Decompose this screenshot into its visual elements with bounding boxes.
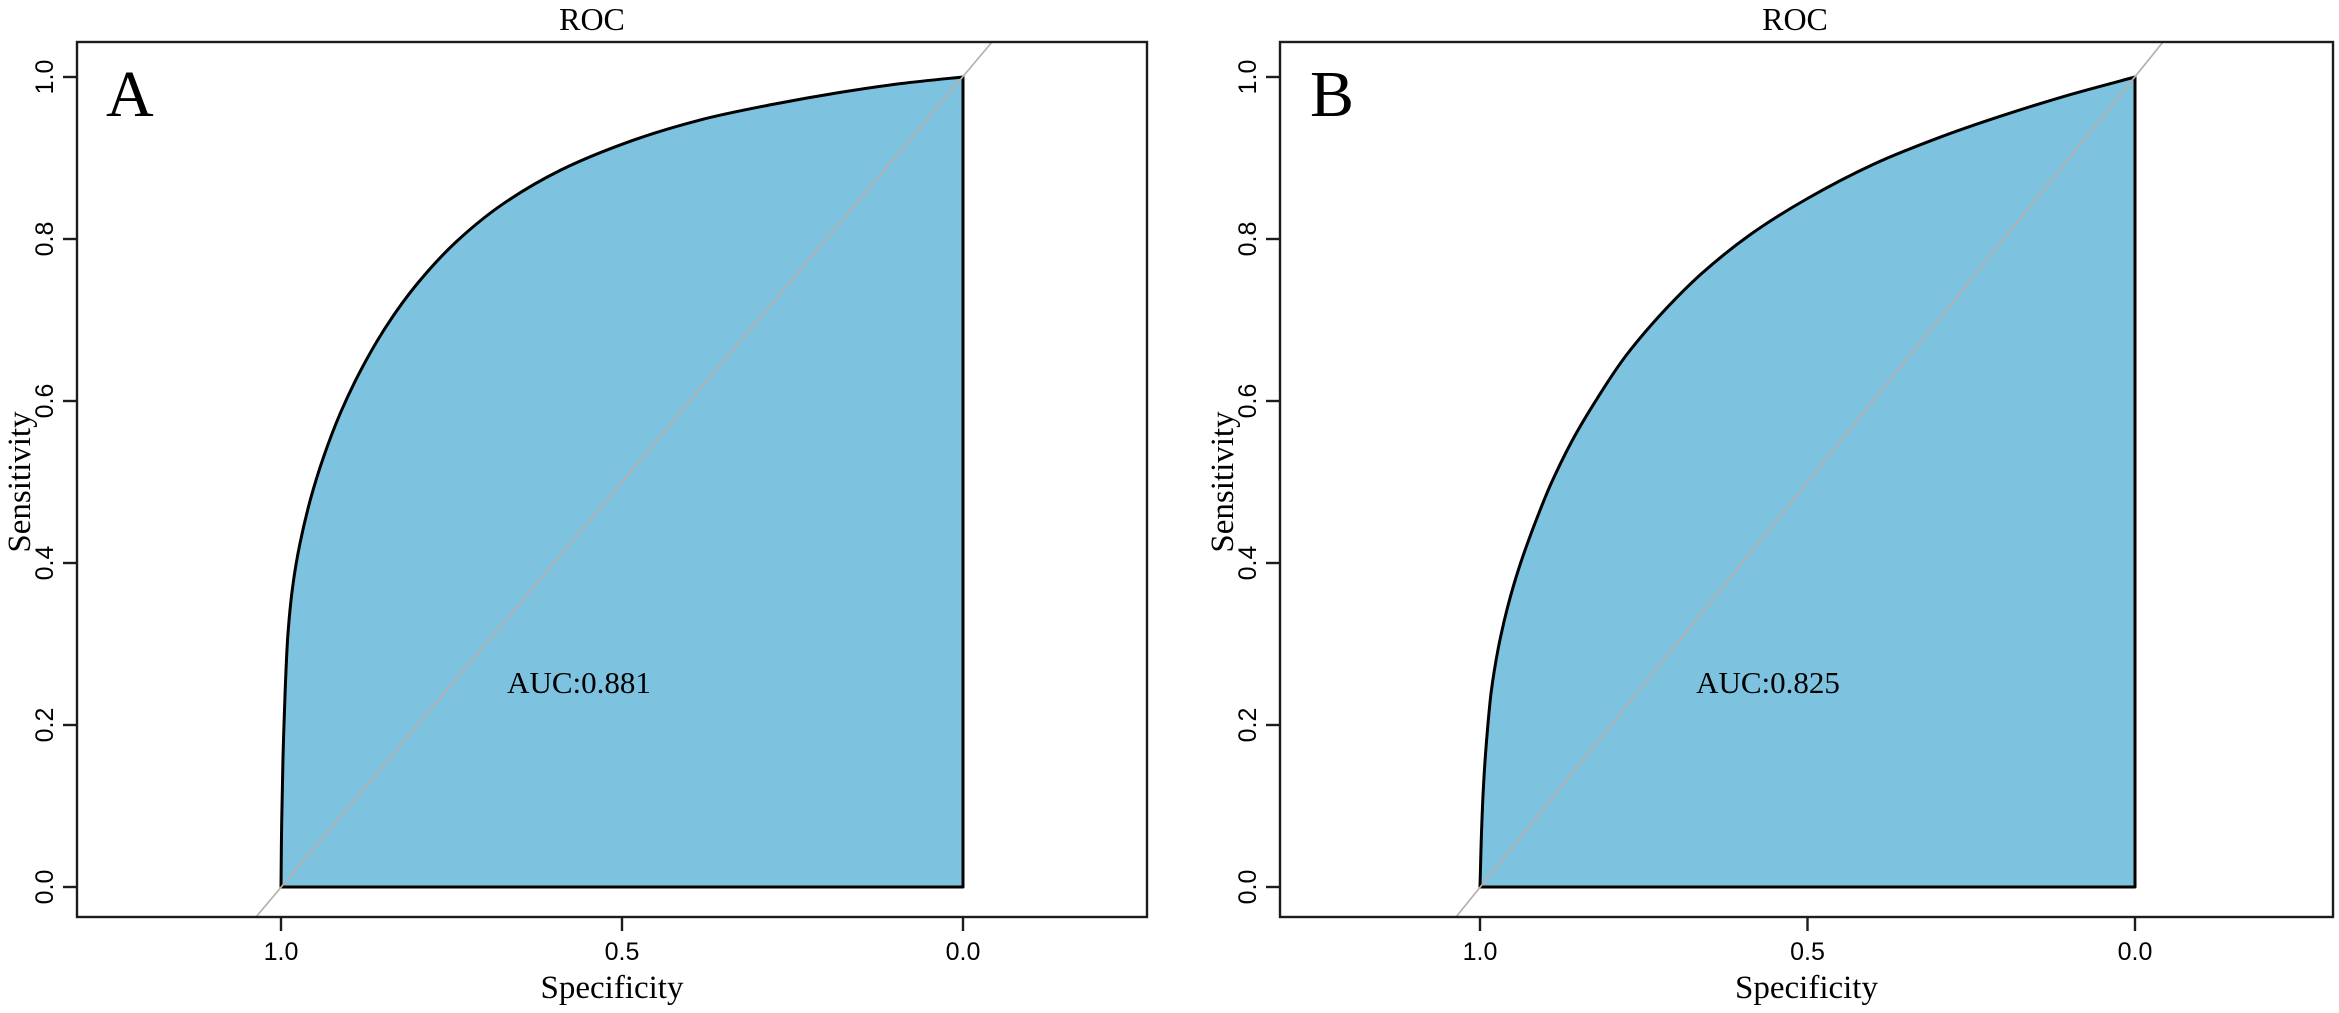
panel-b-auc-label: AUC:0.825 bbox=[1696, 665, 1840, 700]
panel-b-y-tick-label-1: 0.2 bbox=[1234, 708, 1262, 743]
panel-b: 0.0 0.2 0.4 0.6 0.8 1.0 1.0 0.5 0.0 ROC Specificit… bbox=[1205, 1, 2335, 1006]
panel-b-x-tick-label-2: 0.0 bbox=[2118, 938, 2153, 966]
panel-a-y-axis-title: Sensitivity bbox=[2, 411, 38, 553]
panel-a: 0.0 0.2 0.4 0.6 0.8 1.0 1.0 0.5 0.0 ROC Specificit… bbox=[2, 1, 1149, 1006]
panel-a-x-tick-label-2: 0.0 bbox=[946, 938, 981, 966]
panel-b-y-tick-label-4: 0.8 bbox=[1234, 222, 1262, 257]
panel-a-y-tick-label-2: 0.4 bbox=[31, 546, 59, 581]
panel-b-y-tick-label-5: 1.0 bbox=[1234, 60, 1262, 95]
panel-b-y-tick-label-3: 0.6 bbox=[1234, 384, 1262, 419]
panel-b-y-tick-label-2: 0.4 bbox=[1234, 546, 1262, 581]
panel-a-y-tick-label-0: 0.0 bbox=[31, 870, 59, 905]
panel-a-chart-title: ROC bbox=[559, 1, 625, 37]
panel-b-x-axis-title: Specificity bbox=[1735, 970, 1878, 1006]
panel-b-y-axis-title: Sensitivity bbox=[1205, 411, 1241, 553]
panel-a-auc-label: AUC:0.881 bbox=[507, 665, 651, 700]
panel-a-y-tick-label-5: 1.0 bbox=[31, 60, 59, 95]
panel-a-y-tick-label-1: 0.2 bbox=[31, 708, 59, 743]
panel-a-x-tick-label-0: 1.0 bbox=[264, 938, 299, 966]
panel-b-chart-title: ROC bbox=[1762, 1, 1828, 37]
panel-a-diagonal-reference-line bbox=[255, 41, 993, 918]
panel-a-plot-box bbox=[75, 40, 1149, 919]
panel-a-y-tick-label-3: 0.6 bbox=[31, 384, 59, 419]
panel-b-y-tick-label-0: 0.0 bbox=[1234, 870, 1262, 905]
panel-a-panel-letter-label: A bbox=[106, 58, 154, 131]
panel-a-y-tick-label-4: 0.8 bbox=[31, 222, 59, 257]
panel-a-x-tick-label-1: 0.5 bbox=[605, 938, 640, 966]
panel-b-diagonal-reference-line bbox=[1455, 41, 2164, 918]
panel-b-x-tick-label-0: 1.0 bbox=[1463, 938, 1498, 966]
panel-a-x-axis-title: Specificity bbox=[541, 970, 684, 1006]
panel-b-panel-letter-label: B bbox=[1310, 58, 1354, 131]
panel-b-x-tick-label-1: 0.5 bbox=[1790, 938, 1825, 966]
